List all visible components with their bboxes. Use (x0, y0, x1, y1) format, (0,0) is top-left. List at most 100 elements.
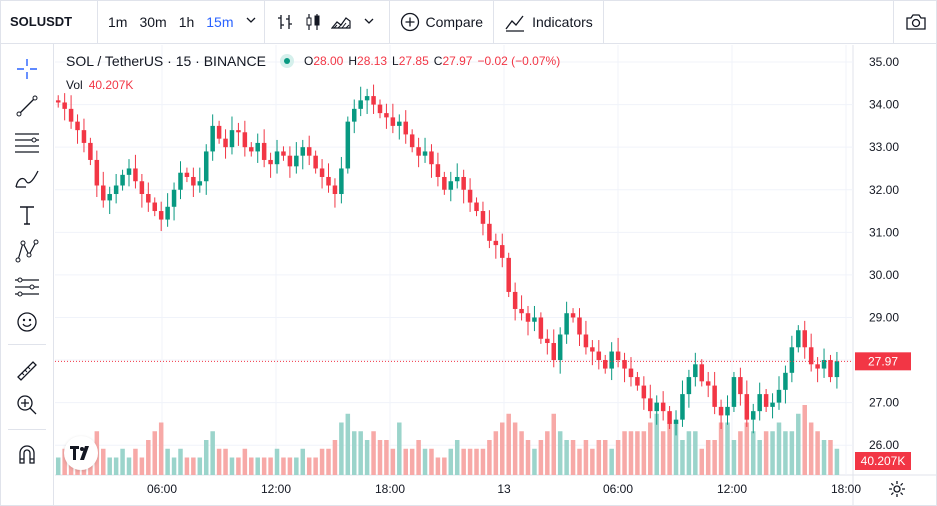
candle-body (165, 206, 170, 220)
fib-retracement-tool[interactable] (12, 127, 42, 157)
candle-body (725, 406, 730, 416)
volume-label: Vol (66, 78, 83, 92)
candle-body (461, 176, 466, 190)
candle-body (261, 142, 267, 160)
candle-body (570, 313, 576, 318)
indicators-button[interactable]: Indicators (494, 0, 604, 44)
volume-bar (171, 457, 177, 475)
volume-bar (113, 457, 119, 475)
volume-bar (313, 457, 318, 475)
volume-bar (268, 457, 273, 475)
candle-body (467, 189, 473, 203)
trend-line-tool[interactable] (12, 91, 42, 121)
candle-body (332, 185, 338, 195)
candle-body (397, 121, 402, 126)
prediction-icon (15, 277, 39, 297)
bars-style-icon[interactable] (271, 8, 299, 36)
volume-bar (705, 440, 711, 475)
volume-bar (120, 448, 125, 475)
tradingview-logo-icon[interactable] (64, 436, 98, 470)
chart-settings-gear-icon[interactable] (886, 478, 908, 500)
volume-bar (763, 431, 769, 475)
volume-bar (776, 422, 782, 475)
candle-body (648, 398, 653, 412)
candle-body (68, 108, 74, 122)
volume-bar (808, 422, 814, 475)
volume-bar (197, 457, 203, 475)
candle-body (249, 147, 254, 152)
chart-legend: SOL / TetherUS · 15 · BINANCE O28.00 H28… (66, 53, 560, 69)
interval-1m[interactable]: 1m (108, 13, 128, 30)
area-style-icon[interactable] (327, 8, 355, 36)
candle-body (55, 100, 61, 103)
compare-button[interactable]: Compare (390, 0, 495, 44)
volume-bar (216, 448, 222, 475)
volume-bar (249, 457, 254, 475)
low-value: 27.85 (398, 54, 429, 68)
chart-style-chevron-icon[interactable] (355, 8, 383, 36)
pattern-tool[interactable] (12, 236, 42, 266)
plus-circle-icon (400, 12, 419, 31)
candles-style-icon[interactable] (299, 8, 327, 36)
volume-bar (834, 448, 840, 475)
candle-body (120, 174, 125, 186)
candle-body (384, 113, 389, 118)
candle-body (635, 377, 640, 386)
candle-body (454, 176, 460, 182)
volume-bar (223, 448, 228, 475)
volume-bar (178, 448, 183, 475)
volume-bar (261, 457, 267, 475)
text-tool[interactable] (12, 200, 42, 230)
y-tick-label: 26.00 (869, 438, 899, 452)
y-tick-label: 33.00 (869, 140, 899, 154)
symbol-search-button[interactable]: SOLUSDT (0, 0, 98, 44)
brush-tool[interactable] (12, 164, 42, 194)
x-tick-label: 18:00 (375, 482, 405, 496)
volume-bar (55, 457, 61, 475)
candle-body (416, 147, 421, 156)
volume-bar (673, 422, 679, 475)
volume-bar (654, 413, 659, 475)
zoom-in-tool[interactable] (12, 390, 42, 420)
interval-30m[interactable]: 30m (139, 13, 167, 30)
candle-body (680, 394, 685, 420)
candle-body (268, 159, 273, 165)
interval-dropdown-chevron-icon[interactable] (240, 16, 260, 27)
candle-body (281, 151, 286, 156)
candle-body (178, 172, 183, 190)
candle-body (828, 360, 833, 378)
measure-tool[interactable] (12, 356, 42, 386)
price-chart[interactable]: 35.00 34.00 33.00 32.00 31.00 30.00 29.00 28.00… (55, 45, 937, 506)
x-tick-label: 18:00 (831, 482, 861, 496)
volume-bar (364, 440, 370, 475)
volume-bar (403, 448, 408, 475)
volume-bar (738, 431, 743, 475)
interval-15m[interactable]: 15m (206, 13, 234, 30)
candle-body (139, 181, 145, 195)
candle-body (789, 347, 795, 373)
interval-1h[interactable]: 1h (178, 13, 195, 30)
candle-body (673, 419, 679, 424)
top-toolbar: SOLUSDT 1m 30m 1h 15m Compare Indicators (0, 0, 937, 44)
snapshot-button[interactable] (893, 0, 937, 44)
prediction-tool[interactable] (12, 272, 42, 302)
candle-body (712, 385, 717, 407)
volume-bar (538, 440, 544, 475)
symbol-label: SOLUSDT (10, 14, 73, 29)
candle-body (641, 385, 647, 399)
volume-bar (590, 448, 595, 475)
candle-body (351, 108, 357, 122)
volume-bar (126, 457, 132, 475)
candle-body (197, 181, 203, 186)
emoji-tool[interactable] (12, 307, 42, 337)
candle-body (448, 181, 454, 190)
candle-body (422, 151, 428, 156)
drawing-toolbar (0, 44, 54, 506)
compare-label: Compare (425, 13, 484, 30)
crosshair-tool[interactable] (12, 54, 42, 84)
magnet-tool[interactable] (12, 440, 42, 470)
candle-body (602, 360, 608, 369)
volume-bar (680, 440, 685, 475)
candle-body (158, 211, 164, 220)
text-icon (20, 206, 34, 225)
